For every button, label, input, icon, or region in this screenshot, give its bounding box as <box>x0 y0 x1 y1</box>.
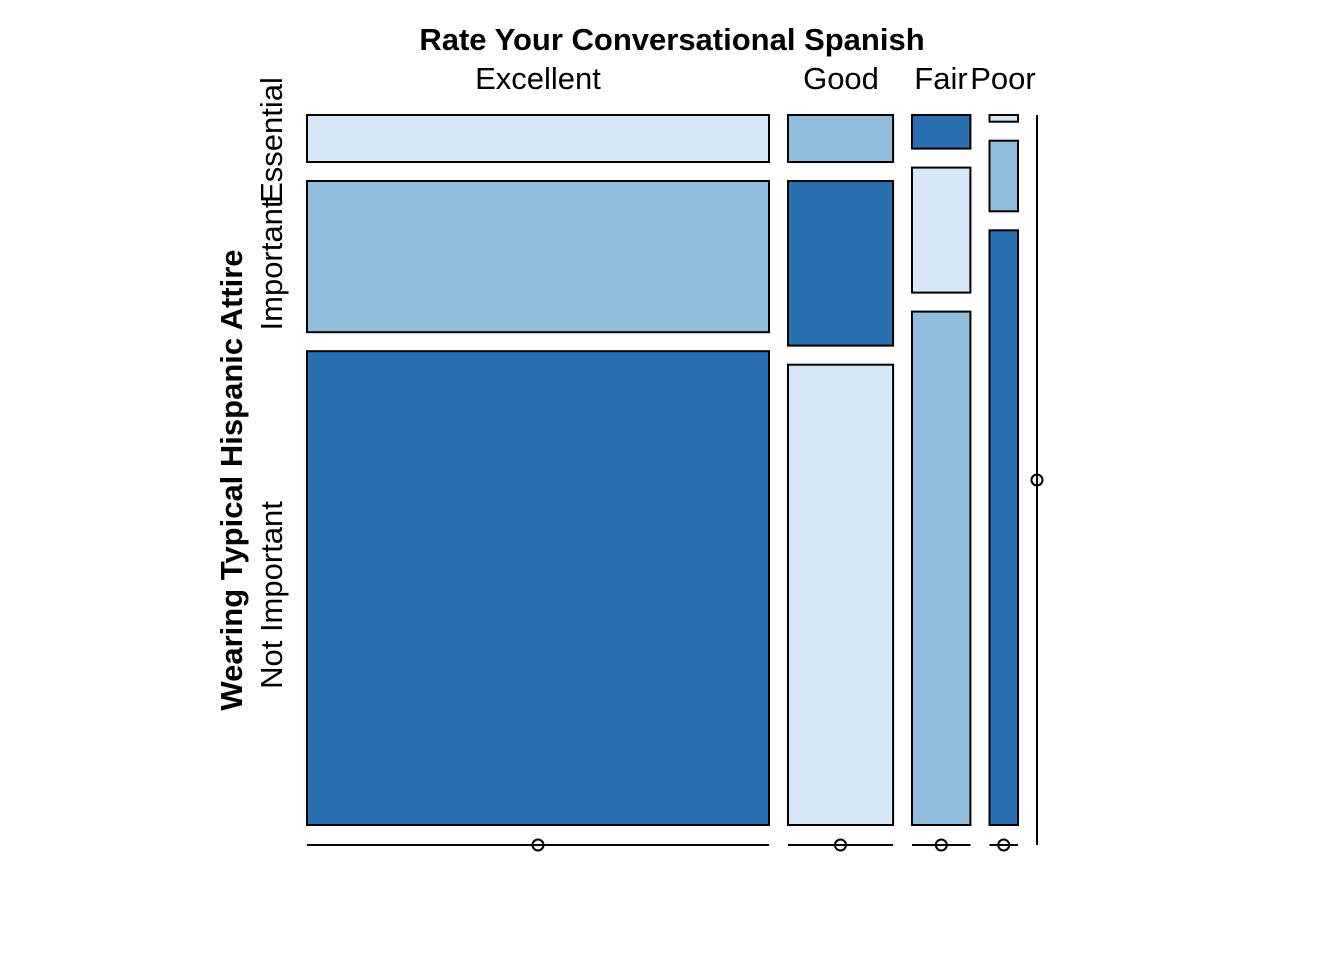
row-label-important: Important <box>254 199 289 330</box>
tile-excellent-important <box>306 180 770 334</box>
bottom-margin-marker-good <box>834 838 847 852</box>
tile-poor-not-important <box>988 229 1019 827</box>
tile-good-essential <box>787 114 895 163</box>
column-label-fair: Fair <box>914 61 967 96</box>
bottom-margin-marker-excellent <box>531 838 545 852</box>
column-label-poor: Poor <box>970 61 1035 96</box>
tile-fair-essential <box>911 114 972 150</box>
margin-lines <box>307 115 1044 852</box>
tile-fair-important <box>911 166 972 294</box>
tile-good-important <box>787 180 895 347</box>
chart-title: Rate Your Conversational Spanish <box>419 22 924 57</box>
y-axis-label: Wearing Typical Hispanic Attire <box>214 249 249 710</box>
row-label-essential: Essential <box>254 77 289 203</box>
tile-excellent-not-important <box>306 350 770 826</box>
tile-poor-important <box>988 139 1019 213</box>
mosaic-tiles <box>306 114 1019 827</box>
tile-good-not-important <box>787 363 895 826</box>
bottom-margin-marker-poor <box>997 838 1011 852</box>
column-label-excellent: Excellent <box>475 61 601 96</box>
tile-poor-essential <box>988 114 1019 123</box>
bottom-margin-marker-fair <box>934 838 948 852</box>
tile-excellent-essential <box>306 114 770 163</box>
tile-fair-not-important <box>911 310 972 827</box>
column-labels: Excellent Good Fair Poor <box>475 61 1036 96</box>
column-label-good: Good <box>803 61 879 96</box>
row-label-not-important: Not Important <box>254 501 289 689</box>
right-margin-marker <box>1030 473 1044 487</box>
